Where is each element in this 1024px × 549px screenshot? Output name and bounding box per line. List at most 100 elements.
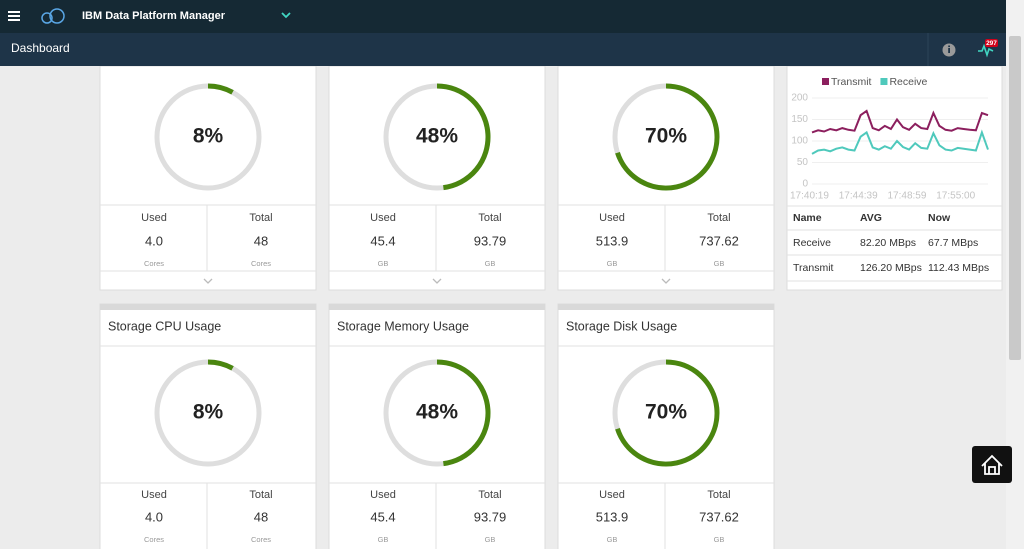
- legend-swatch: [880, 78, 888, 85]
- total-unit: Cores: [251, 535, 271, 544]
- top-bar: [0, 0, 1006, 33]
- used-unit: GB: [378, 259, 389, 268]
- x-tick-label: 17:55:00: [936, 191, 975, 202]
- used-unit: GB: [378, 535, 389, 544]
- card-bg: [557, 303, 775, 549]
- card-title: Storage Disk Usage: [566, 319, 677, 333]
- table-header: Name: [793, 212, 822, 224]
- total-unit: GB: [485, 259, 496, 268]
- used-value: 4.0: [145, 509, 163, 524]
- scrollbar-thumb[interactable]: [1009, 36, 1021, 360]
- used-label: Used: [141, 212, 167, 224]
- used-value: 4.0: [145, 233, 163, 248]
- series-line: [811, 129, 989, 155]
- used-value: 45.4: [370, 233, 395, 248]
- logo-circle: [49, 8, 65, 24]
- used-label: Used: [370, 489, 396, 501]
- table-cell: 112.43 MBps: [928, 262, 989, 274]
- used-label: Used: [370, 212, 396, 224]
- back-to-top-button[interactable]: [972, 446, 1012, 483]
- gauge-percent: 8%: [193, 125, 224, 148]
- menu-line: [8, 15, 20, 17]
- total-label: Total: [478, 489, 501, 501]
- info-glyph: [948, 48, 950, 53]
- used-label: Used: [599, 489, 625, 501]
- y-tick-label: 200: [791, 93, 808, 104]
- info-button[interactable]: [942, 43, 956, 57]
- used-unit: Cores: [144, 259, 164, 268]
- gauge-arc: [615, 83, 720, 191]
- table-cell: Transmit: [793, 262, 834, 274]
- x-tick-label: 17:48:59: [888, 191, 927, 202]
- gauge-arc: [207, 359, 234, 371]
- y-tick-label: 100: [791, 136, 808, 147]
- usage-card: Storage Disk Usage 70% Used 513.9 GB Total 737…: [557, 303, 775, 549]
- gauge-percent: 8%: [193, 401, 224, 424]
- button-bg: [972, 446, 1012, 483]
- badge-count: 297: [986, 40, 997, 47]
- series-line: [811, 109, 989, 134]
- total-unit: GB: [714, 259, 725, 268]
- total-unit: Cores: [251, 259, 271, 268]
- expand-chevron[interactable]: [432, 278, 442, 284]
- gauge-percent: 48%: [416, 401, 458, 424]
- total-label: Total: [478, 212, 501, 224]
- y-tick-label: 50: [797, 157, 809, 168]
- x-tick-label: 17:44:39: [839, 191, 878, 202]
- total-label: Total: [707, 212, 730, 224]
- legend-label: Receive: [889, 76, 927, 88]
- total-value: 48: [254, 233, 268, 248]
- card-bg: [99, 65, 317, 291]
- gauge-percent: 48%: [416, 125, 458, 148]
- x-tick-label: 17:40:19: [790, 191, 829, 202]
- used-label: Used: [141, 489, 167, 501]
- sub-bar: [0, 33, 1006, 66]
- table-cell: 67.7 MBps: [928, 237, 978, 249]
- card-bg: [328, 65, 546, 291]
- total-label: Total: [707, 489, 730, 501]
- used-value: 513.9: [596, 233, 629, 248]
- activity-button[interactable]: 297: [978, 39, 998, 58]
- activity-icon: [978, 43, 994, 58]
- usage-card: Storage Memory Usage 48% Used 45.4 GB Total 93…: [328, 303, 546, 549]
- app-switcher-chevron[interactable]: [281, 12, 291, 19]
- table-header: Now: [928, 212, 951, 224]
- menu-line: [8, 11, 20, 13]
- gauge-arc: [207, 83, 234, 95]
- page-title: Dashboard: [11, 41, 70, 55]
- card-title: Storage CPU Usage: [108, 319, 221, 333]
- total-unit: GB: [485, 535, 496, 544]
- y-tick-label: 0: [802, 179, 808, 190]
- usage-card: 70% Used 513.9 GB Total 737.62 GB: [557, 65, 775, 291]
- y-tick-label: 150: [791, 114, 808, 125]
- table-cell: 126.20 MBps: [860, 262, 922, 274]
- gauge-arc: [436, 83, 491, 191]
- menu-button[interactable]: [8, 11, 20, 21]
- used-unit: GB: [607, 259, 618, 268]
- usage-card: 8% Used 4.0 Cores Total 48 Cores: [99, 65, 317, 291]
- card-top-strip: [329, 304, 545, 310]
- card-title: Storage Memory Usage: [337, 319, 469, 333]
- info-glyph: [948, 45, 950, 48]
- expand-chevron[interactable]: [203, 278, 213, 284]
- expand-chevron[interactable]: [661, 278, 671, 284]
- card-bg: [99, 303, 317, 549]
- card-bg: [557, 65, 775, 291]
- total-value: 737.62: [699, 509, 739, 524]
- usage-card: 48% Used 45.4 GB Total 93.79 GB: [328, 65, 546, 291]
- card-top-strip: [100, 304, 316, 310]
- total-label: Total: [249, 212, 272, 224]
- total-value: 48: [254, 509, 268, 524]
- used-unit: Cores: [144, 535, 164, 544]
- menu-line: [8, 19, 20, 21]
- total-label: Total: [249, 489, 272, 501]
- gauge-arc: [615, 359, 720, 467]
- gauge-arc: [436, 359, 491, 467]
- card-bg: [328, 303, 546, 549]
- badge: [985, 39, 998, 47]
- card-top-strip: [558, 304, 774, 310]
- app-title[interactable]: IBM Data Platform Manager: [82, 10, 226, 22]
- logo: [41, 8, 65, 24]
- card-bg: [786, 65, 1003, 291]
- gauge-percent: 70%: [645, 125, 687, 148]
